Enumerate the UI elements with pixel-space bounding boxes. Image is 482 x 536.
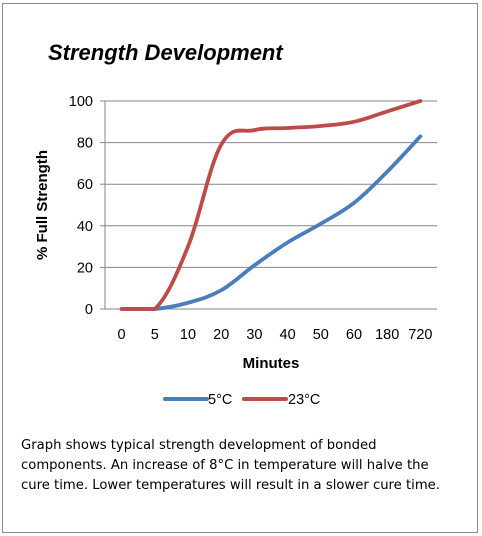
x-tick-label-180: 180 (375, 327, 399, 343)
y-tick-label-0: 0 (85, 302, 93, 318)
x-tick-label-20: 20 (213, 327, 229, 343)
y-tick-label-80: 80 (77, 136, 93, 152)
x-axis-label: Minutes (243, 355, 300, 372)
x-tick-label-30: 30 (246, 327, 262, 343)
y-axis-label: % Full Strength (34, 150, 51, 260)
x-tick-label-50: 50 (313, 327, 329, 343)
x-tick-label-720: 720 (408, 327, 432, 343)
legend-label-1: 5°C (208, 392, 232, 408)
series-lines (119, 99, 423, 311)
x-tick-label-0: 0 (118, 327, 126, 343)
gridlines (100, 100, 437, 310)
series-points (121, 100, 421, 310)
chart-title: Strength Development (48, 40, 283, 65)
y-tick-labels: 0 20 40 60 80 100 (69, 94, 93, 318)
figure-frame (2, 3, 478, 533)
series-line-2 (119, 99, 423, 311)
x-tick-label-60: 60 (346, 327, 362, 343)
legend-label-2: 23°C (288, 392, 320, 408)
y-tick-label-20: 20 (77, 260, 93, 276)
y-tick-label-60: 60 (77, 177, 93, 193)
y-tick-label-40: 40 (77, 219, 93, 235)
x-tick-label-10: 10 (180, 327, 196, 343)
x-tick-label-40: 40 (280, 327, 296, 343)
y-tick-label-100: 100 (69, 94, 93, 110)
caption-text: Graph shows typical strength development… (21, 438, 440, 493)
series-line-1 (119, 134, 423, 311)
x-tick-labels: 0 5 10 20 30 40 50 60 180 720 (118, 327, 433, 343)
x-tick-label-5: 5 (151, 327, 159, 343)
legend: 5°C 23°C (163, 392, 320, 408)
